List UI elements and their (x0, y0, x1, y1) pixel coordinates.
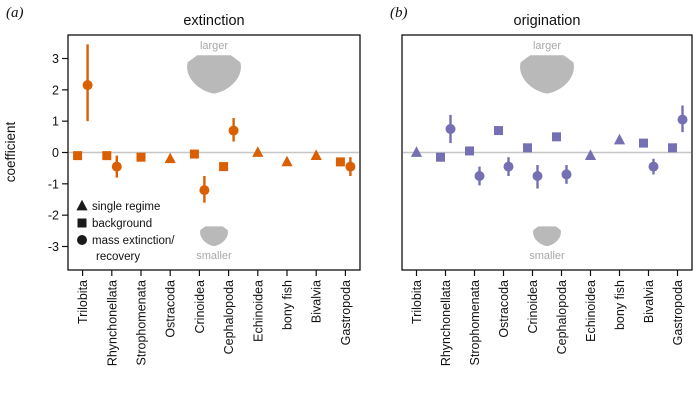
larger-label: larger (200, 40, 228, 52)
y-axis-label: coefficient (3, 121, 18, 182)
square-marker (668, 143, 677, 153)
x-tick-label: Ostracoda (497, 280, 511, 338)
legend-label: single regime (92, 201, 160, 213)
larger-label: larger (533, 40, 561, 52)
circle-marker (677, 114, 688, 125)
square-marker (335, 157, 345, 167)
square-marker (73, 151, 83, 161)
square-marker (639, 138, 648, 148)
square-marker (219, 162, 229, 172)
larger-shell-icon (187, 55, 241, 94)
square-marker (494, 126, 503, 136)
panel-a-label: (a) (6, 5, 24, 21)
y-tick-label: -1 (48, 177, 59, 191)
panel-b-title: origination (514, 13, 581, 29)
circle-marker (648, 161, 659, 172)
x-tick-label: Rhynchonellata (439, 280, 453, 366)
square-marker (523, 143, 532, 153)
smaller-label: smaller (196, 250, 232, 262)
smaller-shell-icon (200, 226, 228, 247)
panel-b-label: (b) (390, 5, 408, 21)
triangle-marker (310, 149, 322, 161)
x-tick-label: Cephalopoda (222, 280, 236, 354)
x-tick-label: Echinoidea (584, 280, 598, 342)
y-tick-label: 2 (52, 83, 59, 97)
circle-marker (345, 161, 356, 172)
panels-group: larger smaller 3 2 1 0 -1 -2 -3 Trilobita Rhynchon… (48, 34, 693, 366)
circle-marker (82, 80, 93, 91)
x-tick-label: Cephalopoda (555, 280, 569, 354)
triangle-marker (584, 149, 597, 161)
circle-marker (445, 124, 456, 134)
y-tick-label: 3 (52, 52, 59, 66)
y-tick-label: 0 (52, 146, 59, 160)
panel-b: larger smaller Trilobita Rhynchonellata Stro… (401, 34, 693, 366)
x-tick-label: Ostracoda (164, 280, 178, 338)
circle-marker (561, 169, 572, 180)
square-marker (136, 152, 146, 162)
circle-marker (474, 171, 485, 181)
circle-marker (228, 125, 239, 136)
panel-frame (401, 34, 693, 271)
y-tick-label: 1 (52, 115, 59, 129)
x-tick-label: Crinoidea (526, 280, 540, 334)
square-marker (189, 149, 199, 159)
legend-label: background (92, 218, 152, 230)
triangle-marker (76, 199, 88, 211)
triangle-marker (252, 146, 264, 157)
y-tick-label: -3 (48, 240, 59, 254)
circle-marker (111, 161, 122, 172)
triangle-marker (281, 155, 293, 167)
x-tick-label: bony fish (281, 280, 295, 330)
circle-marker (77, 235, 87, 245)
circle-marker (199, 185, 210, 196)
legend-label: mass extinction/ (92, 235, 175, 247)
circle-marker (532, 171, 543, 181)
x-tick-label: Gastropoda (339, 280, 353, 345)
circle-marker (503, 161, 514, 172)
x-tick-label: Rhynchonellata (105, 280, 119, 366)
square-marker (77, 218, 87, 228)
triangle-marker (164, 152, 176, 164)
triangle-marker (410, 146, 423, 157)
square-marker (436, 152, 445, 162)
x-tick-label: Echinoidea (251, 280, 265, 342)
smaller-shell-icon (533, 226, 561, 247)
x-tick-label: Crinoidea (193, 280, 207, 334)
x-tick-label: Bivalvia (310, 280, 324, 323)
x-tick-label: Bivalvia (642, 280, 656, 323)
smaller-label: smaller (529, 250, 565, 262)
square-marker (552, 132, 561, 142)
panel-a: larger smaller 3 2 1 0 -1 -2 -3 Trilobita Rhynchon… (48, 34, 361, 366)
x-tick-label: Trilobita (76, 280, 90, 324)
x-tick-label: Strophomenata (468, 280, 482, 366)
square-marker (102, 151, 112, 161)
x-tick-label: Strophomenata (135, 280, 149, 366)
x-tick-label: bony fish (613, 280, 627, 330)
legend-label: recovery (96, 251, 140, 263)
larger-shell-icon (520, 55, 574, 94)
x-tick-label: Trilobita (410, 280, 424, 324)
x-tick-label: Gastropoda (671, 280, 685, 345)
triangle-marker (613, 133, 626, 145)
y-tick-label: -2 (48, 209, 59, 223)
square-marker (465, 146, 474, 156)
panel-a-title: extinction (183, 13, 244, 29)
